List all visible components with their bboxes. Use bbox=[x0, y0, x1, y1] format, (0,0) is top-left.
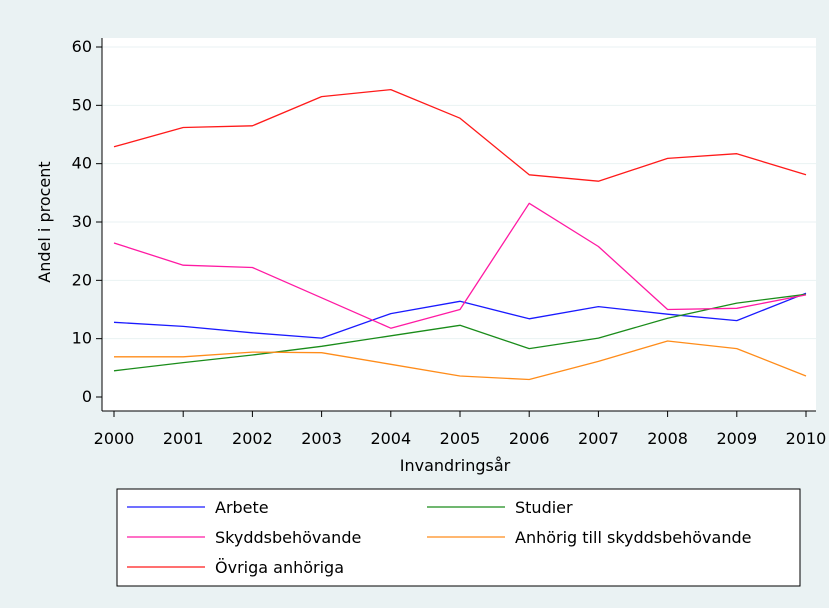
plot-area bbox=[102, 38, 816, 411]
y-axis-title: Andel i procent bbox=[35, 161, 54, 282]
legend-label: Anhörig till skyddsbehövande bbox=[515, 528, 751, 547]
legend-label: Övriga anhöriga bbox=[215, 558, 344, 577]
x-tick-label: 2002 bbox=[232, 429, 273, 448]
series-line-0 bbox=[113, 292, 807, 339]
x-tick-label: 2000 bbox=[94, 429, 135, 448]
y-ticks: 0 10 20 30 40 50 60 bbox=[72, 37, 102, 406]
x-tick-label: 2006 bbox=[509, 429, 550, 448]
x-ticks: 2000 2001 2002 2003 2004 2005 2006 2007 2008 2009… bbox=[94, 411, 827, 448]
series-lines bbox=[113, 88, 807, 381]
x-tick-label: 2010 bbox=[786, 429, 827, 448]
legend: Arbete Studier Skyddsbehövande Anhörig till… bbox=[116, 488, 801, 587]
y-tick-label: 0 bbox=[82, 387, 92, 406]
legend-label: Studier bbox=[515, 498, 573, 517]
gridlines bbox=[102, 46, 816, 340]
x-tick-label: 2003 bbox=[301, 429, 342, 448]
x-tick-label: 2009 bbox=[716, 429, 757, 448]
x-tick-label: 2007 bbox=[578, 429, 619, 448]
legend-label: Skyddsbehövande bbox=[215, 528, 361, 547]
y-tick-label: 20 bbox=[72, 270, 92, 289]
y-tick-label: 60 bbox=[72, 37, 92, 56]
series-line-1 bbox=[113, 293, 807, 372]
x-tick-label: 2001 bbox=[163, 429, 204, 448]
legend-label: Arbete bbox=[215, 498, 269, 517]
x-tick-label: 2005 bbox=[440, 429, 481, 448]
legend-items: Arbete Studier Skyddsbehövande Anhörig till… bbox=[127, 498, 751, 577]
y-tick-label: 30 bbox=[72, 212, 92, 231]
x-tick-label: 2004 bbox=[370, 429, 411, 448]
series-line-4 bbox=[113, 88, 807, 182]
series-line-2 bbox=[113, 202, 807, 329]
y-tick-label: 50 bbox=[72, 95, 92, 114]
y-tick-label: 10 bbox=[72, 329, 92, 348]
y-tick-label: 40 bbox=[72, 154, 92, 173]
axes bbox=[101, 38, 816, 412]
series-line-3 bbox=[114, 340, 807, 381]
x-tick-label: 2008 bbox=[647, 429, 688, 448]
x-axis-title: Invandringsår bbox=[400, 456, 511, 475]
